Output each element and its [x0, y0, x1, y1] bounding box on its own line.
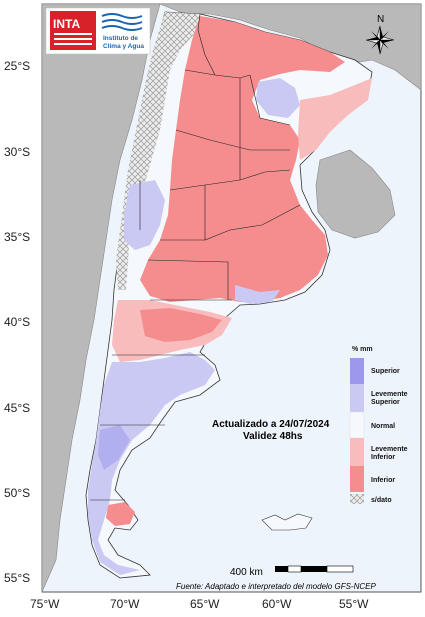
compass-north-label: N	[377, 14, 384, 25]
latitude-axis: 25°S 30°S 35°S 40°S 45°S 50°S 55°S	[4, 59, 30, 585]
longitude-axis: 75°W 70°W 65°W 60°W 55°W	[30, 597, 369, 611]
lon-label: 75°W	[30, 597, 60, 611]
instituto-line2: Clima y Agua	[103, 43, 144, 50]
zone-inferior-north	[140, 16, 345, 302]
lat-label: 50°S	[4, 486, 30, 500]
legend-swatch-levemente-inferior	[350, 438, 364, 466]
falkland-islands	[261, 513, 313, 531]
instituto-line1: Instituto de	[103, 35, 138, 42]
lat-label: 45°S	[4, 401, 30, 415]
legend-swatch-superior	[350, 358, 364, 384]
zone-levemente-superior-ne	[256, 78, 300, 118]
legend-label-normal: Normal	[371, 423, 395, 430]
legend-label-levemente-superior-1: Levemente	[371, 391, 408, 398]
inta-logo-text: INTA	[53, 17, 80, 31]
legend-label-inferior: Inferior	[371, 477, 395, 484]
lat-label: 35°S	[4, 230, 30, 244]
lon-label: 60°W	[262, 597, 292, 611]
source-credit: Fuente: Adaptado e interpretado del mode…	[176, 582, 376, 591]
legend-swatch-no-data	[350, 494, 364, 504]
instituto-waves-icon	[101, 13, 143, 31]
zone-levemente-superior-cuyo	[124, 180, 165, 250]
lon-label: 70°W	[110, 597, 140, 611]
province-boundaries	[90, 13, 301, 501]
neighbor-land-uruguay	[315, 149, 396, 239]
legend-title: % mm	[352, 346, 373, 353]
zone-inferior-patagonia-tip	[106, 502, 135, 526]
scale-bar: 400 km	[230, 565, 354, 578]
legend-label-levemente-superior-2: Superior	[371, 399, 400, 406]
scale-label: 400 km	[230, 567, 263, 578]
lat-label: 30°S	[4, 145, 30, 159]
logo-block: INTA Instituto de Clima y Agua	[45, 7, 151, 55]
no-data-zone	[116, 12, 200, 290]
neighbor-land-west	[41, 3, 161, 593]
legend-swatch-inferior	[350, 466, 364, 492]
zone-levemente-inferior-ne	[298, 78, 372, 160]
legend-label-levemente-inferior-1: Levemente	[371, 446, 408, 453]
zone-levemente-superior-patagonia	[88, 352, 215, 575]
lon-label: 55°W	[339, 597, 369, 611]
legend-swatch-levemente-superior	[350, 384, 364, 412]
lat-label: 55°S	[4, 571, 30, 585]
updated-date: Actualizado a 24/07/2024	[212, 419, 330, 430]
zone-inferior-south	[140, 308, 222, 342]
zone-levemente-superior-coast	[235, 285, 280, 304]
inta-logo-lines-icon	[54, 33, 92, 45]
lon-label: 65°W	[190, 597, 220, 611]
legend-label-no-data: s/dato	[371, 497, 392, 504]
validity: Validez 48hs	[243, 431, 303, 442]
lat-label: 25°S	[4, 59, 30, 73]
compass-rose-icon: N	[365, 14, 395, 55]
legend-label-levemente-inferior-2: Inferior	[371, 454, 395, 461]
legend-label-superior: Superior	[371, 368, 400, 375]
legend-swatch-normal	[349, 411, 365, 439]
legend: % mm Superior Levemente Superior Normal …	[349, 346, 408, 504]
zone-superior-patagonia	[98, 425, 130, 470]
lat-label: 40°S	[4, 315, 30, 329]
